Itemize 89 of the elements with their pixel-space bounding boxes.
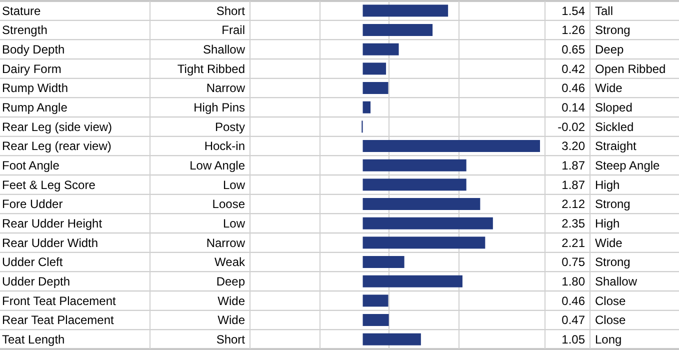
data-label: 1.26 [562, 23, 586, 38]
text: Wide [218, 313, 246, 328]
text: Steep Angle [595, 158, 660, 173]
data-label: 1.87 [562, 158, 586, 173]
data-label: 0.46 [562, 81, 586, 96]
text: Short [216, 4, 246, 18]
text: Close [595, 294, 626, 308]
bar [362, 333, 421, 346]
y-tick-label: Teat Length [2, 332, 65, 347]
bar [362, 236, 486, 249]
y-tick-label: Rear Udder Width [2, 236, 98, 250]
text: Shallow [595, 274, 638, 289]
text: High [595, 216, 620, 231]
y-tick-label: Rump Width [2, 81, 68, 96]
text: Narrow [206, 236, 246, 250]
text: Long [595, 332, 622, 347]
text: Loose [212, 197, 246, 212]
text: Shallow [202, 42, 246, 57]
data-label: 1.54 [562, 4, 586, 18]
text: Strong [595, 23, 630, 38]
data-label: -0.02 [558, 120, 586, 134]
text: Low [222, 216, 246, 231]
bar [362, 101, 371, 114]
text: Hock-in [204, 139, 245, 154]
y-tick-label: Rear Teat Placement [2, 313, 115, 328]
y-tick-label: Feet & Leg Score [2, 178, 96, 192]
bar [362, 217, 493, 230]
data-label: 0.47 [562, 313, 586, 328]
text: Wide [595, 236, 623, 250]
bar [362, 178, 466, 191]
y-tick-label: Front Teat Placement [2, 294, 116, 308]
bar [362, 275, 462, 288]
y-tick-label: Body Depth [2, 42, 65, 57]
text: Tall [595, 4, 614, 18]
bar [362, 4, 448, 17]
y-tick-label: Rear Leg (side view) [2, 120, 112, 134]
text: High [595, 178, 620, 192]
y-tick-label: Dairy Form [2, 62, 62, 76]
bar [362, 198, 480, 210]
text: Frail [222, 23, 245, 38]
text: High Pins [194, 100, 245, 115]
bar [362, 43, 399, 56]
text: Strong [595, 255, 630, 270]
y-tick-label: Stature [2, 4, 42, 18]
text: Narrow [206, 81, 246, 96]
y-tick-label: Strength [2, 23, 48, 38]
y-tick-label: Rear Udder Height [2, 216, 103, 231]
y-tick-label: Rump Angle [2, 100, 68, 115]
text: Deep [595, 42, 624, 57]
y-tick-label: Foot Angle [2, 158, 60, 173]
data-label: 1.80 [562, 274, 586, 289]
text: Sloped [595, 100, 632, 115]
text: Deep [216, 274, 246, 289]
text: Short [216, 332, 246, 347]
bar [362, 62, 386, 75]
y-tick-label: Udder Cleft [2, 255, 64, 270]
text: Open Ribbed [595, 62, 666, 76]
data-label: 2.21 [562, 236, 586, 250]
data-label: 0.75 [562, 255, 586, 270]
text: Low Angle [190, 158, 246, 173]
text: Close [595, 313, 626, 328]
data-label: 2.35 [562, 216, 586, 231]
text: Wide [595, 81, 623, 96]
bar [362, 82, 388, 94]
text: Low [222, 178, 246, 192]
text: Wide [218, 294, 246, 308]
text: Sickled [595, 120, 634, 134]
data-label: 1.87 [562, 178, 586, 192]
bar [362, 294, 388, 307]
data-label: 1.05 [562, 332, 586, 347]
bar [362, 140, 540, 152]
bar [362, 159, 466, 172]
text: Strong [595, 197, 630, 212]
bar [362, 256, 404, 268]
text: Straight [595, 139, 638, 154]
y-tick-label: Rear Leg (rear view) [2, 139, 112, 154]
data-label: 0.65 [562, 42, 586, 57]
data-label: 0.14 [562, 100, 586, 115]
data-label: 0.42 [562, 62, 586, 76]
data-label: 3.20 [562, 139, 586, 154]
y-tick-label: Udder Depth [2, 274, 70, 289]
data-label: 2.12 [562, 197, 586, 212]
bar [362, 24, 433, 36]
text: Posty [214, 120, 245, 134]
text: Tight Ribbed [177, 62, 245, 76]
text: Weak [214, 255, 246, 270]
y-tick-label: Fore Udder [2, 197, 63, 212]
bar [362, 314, 389, 326]
data-label: 0.46 [562, 294, 586, 308]
